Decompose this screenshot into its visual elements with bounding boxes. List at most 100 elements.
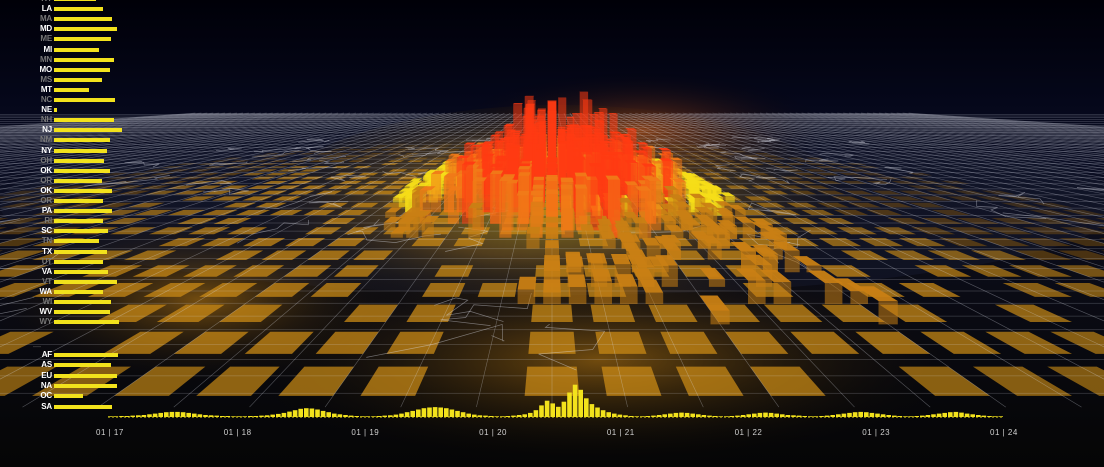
timeline-bar[interactable] [292,410,298,417]
state-bar[interactable] [54,57,114,62]
timeline-bar[interactable] [634,416,639,417]
state-bar[interactable] [54,158,104,163]
timeline-bar[interactable] [595,407,600,418]
state-label[interactable]: MS [40,74,52,84]
timeline-bar[interactable] [808,416,813,417]
timeline-bar[interactable] [136,415,141,417]
timeline-bar[interactable] [948,412,953,417]
state-label[interactable]: VA [41,266,52,276]
timeline-bar[interactable] [729,416,735,417]
state-label[interactable]: RI [44,216,52,226]
timeline-bar[interactable] [656,415,662,417]
timeline-bar[interactable] [936,413,942,417]
timeline-bar[interactable] [673,412,679,417]
timeline-bar[interactable] [432,407,438,417]
state-label[interactable]: VT [42,276,52,286]
timeline-date-label[interactable]: 01 | 17 [96,428,124,437]
timeline-bar[interactable] [735,415,740,417]
timeline-bar[interactable] [225,416,231,417]
timeline-bar[interactable] [315,409,320,418]
state-label[interactable]: NM [39,135,52,145]
timeline-bar[interactable] [208,415,214,417]
state-label[interactable]: PA [41,206,52,216]
state-bar[interactable] [54,37,111,42]
timeline-bar[interactable] [763,412,768,417]
timeline-bar[interactable] [679,412,684,417]
timeline-bar[interactable] [600,410,606,417]
timeline-bar[interactable] [472,414,477,417]
timeline-bar[interactable] [466,413,471,417]
timeline-bar[interactable] [348,415,354,417]
state-bar[interactable] [54,300,111,304]
timeline-bar[interactable] [494,416,499,417]
continent-label[interactable]: AF [41,350,52,359]
timeline-bar[interactable] [875,413,880,417]
timeline-bar[interactable] [998,416,1003,417]
timeline-bar[interactable] [427,407,432,418]
state-bar[interactable] [54,17,112,22]
state-label[interactable]: NJ [42,125,52,135]
timeline-bar[interactable] [651,415,656,417]
timeline-bar[interactable] [113,416,119,417]
timeline-bar[interactable] [712,416,718,417]
state-bar[interactable] [54,259,103,264]
timeline-bar[interactable] [231,416,236,417]
state-bar[interactable] [54,0,96,1]
timeline-bar[interactable] [662,414,667,417]
state-label[interactable]: TN [41,236,52,246]
timeline-bar[interactable] [141,415,147,417]
timeline-bar[interactable] [914,416,919,417]
timeline-bar[interactable] [813,416,819,417]
timeline-bar[interactable] [880,414,886,417]
timeline-bar[interactable] [959,412,964,417]
timeline-date-label[interactable]: 01 | 18 [223,428,252,437]
timeline-bar[interactable] [399,413,404,417]
timeline-bar[interactable] [488,416,494,417]
timeline-bar[interactable] [740,415,746,417]
state-label[interactable]: WY [39,317,53,327]
timeline-bar[interactable] [320,410,326,417]
state-label[interactable]: NH [40,115,52,125]
timeline-bar[interactable] [970,414,975,417]
timeline-bar[interactable] [897,416,903,417]
timeline-bar[interactable] [903,416,908,417]
timeline-bar[interactable] [757,412,763,417]
timeline-bar[interactable] [892,415,897,417]
state-bar[interactable] [54,320,119,325]
timeline-bar[interactable] [460,412,466,417]
timeline-bar[interactable] [550,403,555,417]
timeline-bar[interactable] [684,412,690,417]
timeline-bar[interactable] [449,409,455,418]
timeline-bar[interactable] [858,411,863,417]
timeline-bar[interactable] [953,411,959,417]
timeline-bar[interactable] [864,412,869,417]
state-label[interactable]: NE [41,105,52,115]
continent-label[interactable]: NA [40,380,52,390]
timeline-date-label[interactable]: 01 | 19 [351,428,380,437]
state-bar[interactable] [54,138,110,143]
timeline-bar[interactable] [752,413,757,417]
timeline-bar[interactable] [242,416,247,417]
continent-bar[interactable] [54,363,111,368]
timeline-bar[interactable] [393,414,399,417]
state-label[interactable]: MI [43,44,53,54]
state-label[interactable]: OR [40,175,52,185]
timeline-bar[interactable] [444,408,449,417]
timeline-bar[interactable] [326,412,331,417]
timeline-bar[interactable] [511,415,516,417]
state-bar[interactable] [54,27,117,32]
timeline-bar[interactable] [528,412,533,417]
timeline-bar[interactable] [869,412,875,417]
state-label[interactable]: LA [41,4,52,14]
timeline-bar[interactable] [382,415,387,417]
timeline-bar[interactable] [259,415,264,417]
continent-label[interactable]: EU [41,370,52,380]
timeline-bar[interactable] [746,414,751,417]
timeline-bar[interactable] [612,413,617,417]
state-label[interactable]: WA [39,286,53,296]
timeline-date-label[interactable]: 01 | 22 [734,428,763,437]
timeline-bar[interactable] [516,415,522,417]
continent-label[interactable]: AS [41,360,52,370]
